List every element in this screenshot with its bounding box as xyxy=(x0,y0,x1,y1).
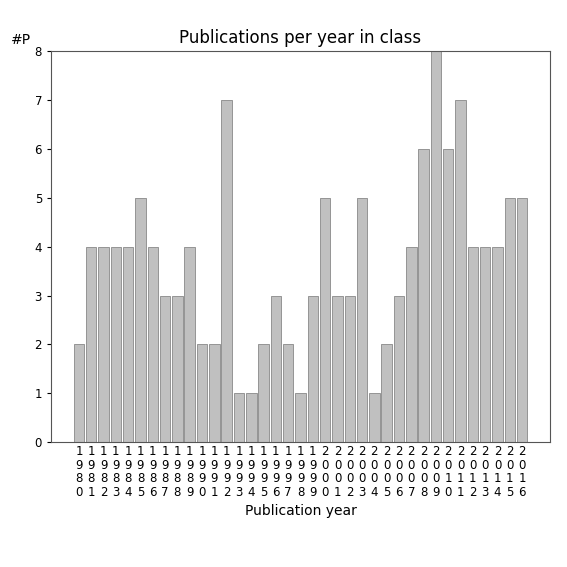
Bar xyxy=(172,295,183,442)
Bar xyxy=(418,149,429,442)
Bar xyxy=(246,393,256,442)
Bar xyxy=(86,247,96,442)
Bar xyxy=(431,51,441,442)
Bar xyxy=(283,345,294,442)
Bar xyxy=(382,345,392,442)
Bar xyxy=(357,198,367,442)
Bar xyxy=(234,393,244,442)
Bar xyxy=(455,100,466,442)
Bar xyxy=(222,100,232,442)
Bar xyxy=(136,198,146,442)
Bar xyxy=(345,295,355,442)
Bar xyxy=(259,345,269,442)
Bar xyxy=(209,345,219,442)
Bar xyxy=(98,247,109,442)
Bar xyxy=(184,247,195,442)
Bar xyxy=(147,247,158,442)
Bar xyxy=(74,345,84,442)
Bar xyxy=(111,247,121,442)
Bar xyxy=(332,295,342,442)
Bar xyxy=(480,247,490,442)
Bar xyxy=(160,295,170,442)
Bar xyxy=(320,198,331,442)
Bar xyxy=(123,247,133,442)
Bar xyxy=(307,295,318,442)
Bar xyxy=(197,345,208,442)
Text: #P: #P xyxy=(11,33,31,47)
Bar xyxy=(443,149,454,442)
Bar xyxy=(505,198,515,442)
Bar xyxy=(369,393,379,442)
Bar xyxy=(270,295,281,442)
Bar xyxy=(468,247,478,442)
Bar xyxy=(406,247,417,442)
Bar xyxy=(295,393,306,442)
Bar xyxy=(393,295,404,442)
X-axis label: Publication year: Publication year xyxy=(244,504,357,518)
Bar xyxy=(517,198,527,442)
Bar xyxy=(492,247,503,442)
Title: Publications per year in class: Publications per year in class xyxy=(179,29,422,46)
